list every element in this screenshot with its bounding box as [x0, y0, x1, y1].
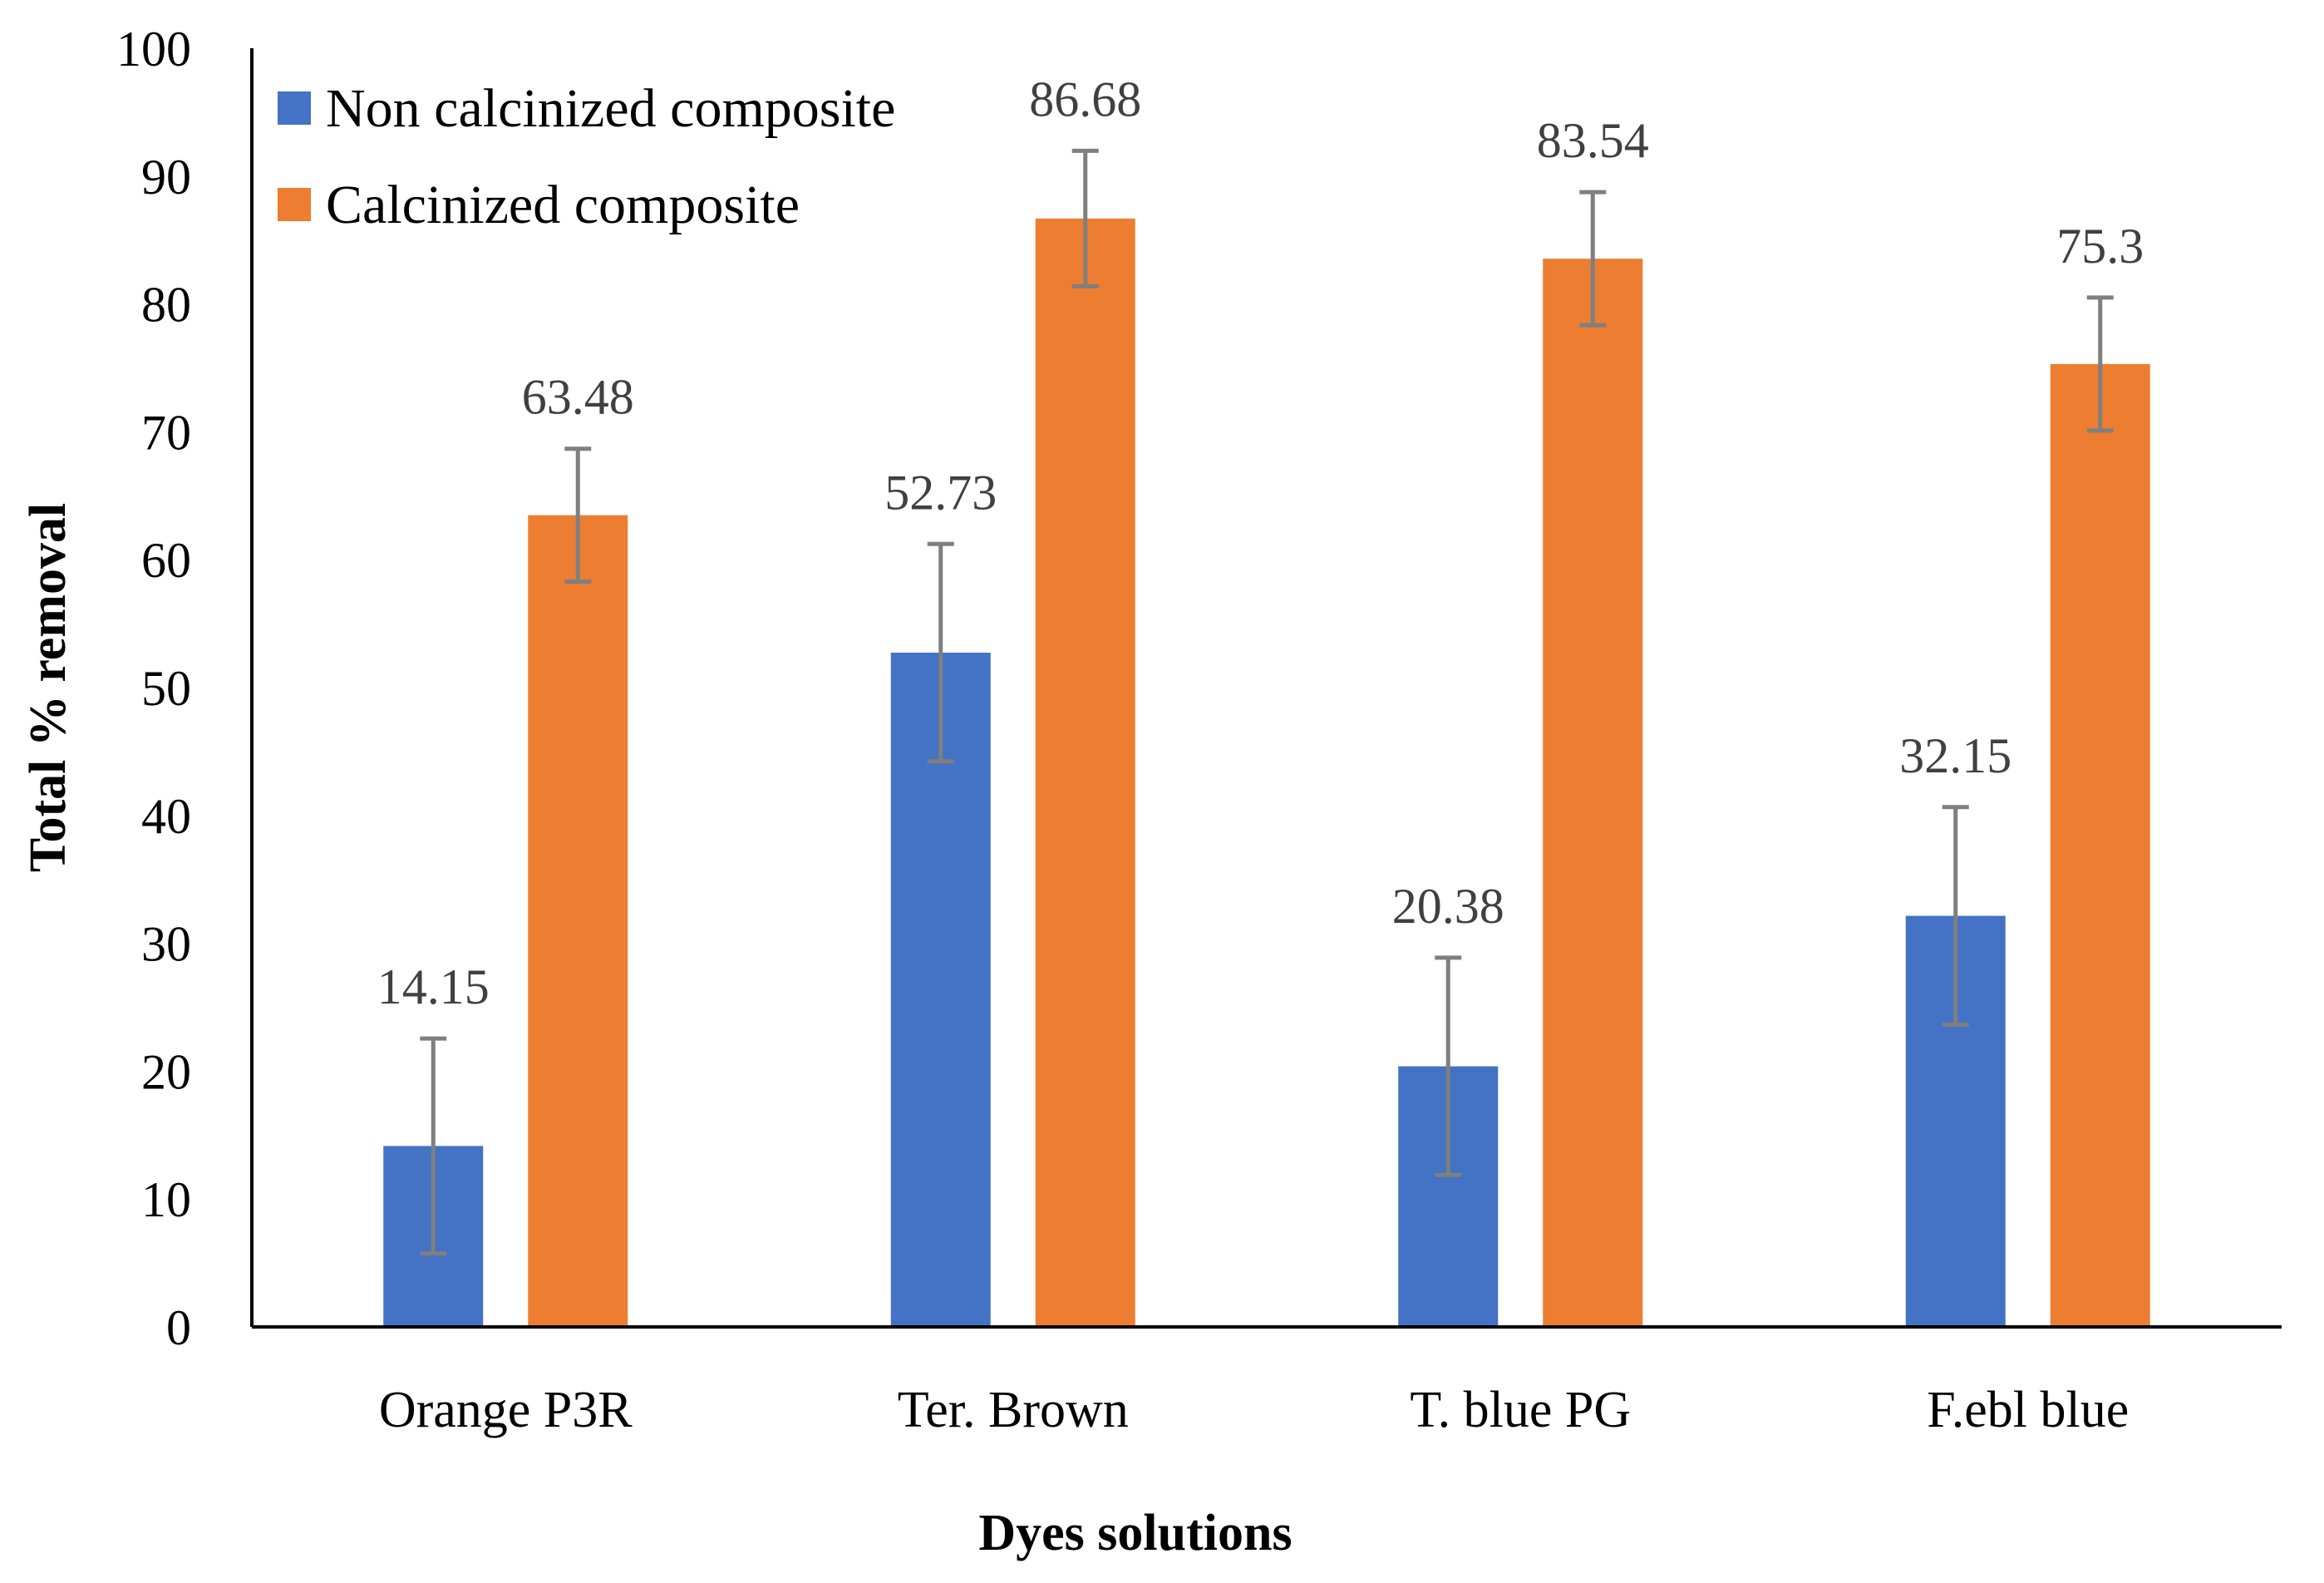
bars [383, 218, 2150, 1328]
bar-calcinized [1543, 259, 1643, 1327]
legend: Non calcinized composite Calcinized comp… [278, 78, 895, 235]
data-label: 86.68 [1029, 72, 1141, 126]
data-label: 83.54 [1537, 113, 1649, 168]
data-label: 63.48 [522, 370, 634, 425]
data-label: 20.38 [1392, 879, 1504, 934]
data-label: 52.73 [884, 465, 997, 520]
x-category-label: F.ebl blue [1927, 1382, 2129, 1438]
error-bar [1579, 190, 1607, 328]
error-bar [420, 1036, 447, 1256]
legend-swatch-non-calcinized [278, 91, 311, 125]
x-category-label: Orange P3R [379, 1382, 633, 1438]
y-axis-title: Total % removal [20, 503, 76, 872]
error-bar [564, 446, 592, 584]
error-bars [420, 148, 2114, 1256]
error-bar [1071, 148, 1099, 288]
y-tick-label: 50 [141, 661, 191, 716]
y-tick-label: 40 [141, 789, 191, 844]
y-tick-label: 60 [141, 533, 191, 588]
bar-calcinized [2050, 363, 2150, 1327]
data-labels: 14.15 63.48 52.73 86.68 20.38 83.54 32.15 75.3 [377, 72, 2144, 1014]
bar-calcinized [1035, 218, 1135, 1328]
bar-non-calcinized [890, 653, 991, 1327]
x-axis-categories: Orange P3R Ter. Brown T. blue PG F.ebl blue [379, 1382, 2129, 1438]
y-tick-label: 10 [141, 1172, 191, 1227]
legend-label-non-calcinized: Non calcinized composite [326, 78, 895, 139]
x-axis-title: Dyes solutions [978, 1505, 1292, 1561]
bar-calcinized [528, 515, 628, 1327]
y-tick-label: 90 [141, 150, 191, 205]
x-category-label: Ter. Brown [898, 1382, 1129, 1438]
legend-label-calcinized: Calcinized composite [326, 175, 800, 235]
legend-swatch-calcinized [278, 188, 311, 221]
x-category-label: T. blue PG [1410, 1382, 1631, 1438]
data-label: 14.15 [377, 959, 490, 1014]
y-tick-label: 70 [141, 405, 191, 460]
error-bar [1435, 955, 1462, 1177]
y-tick-label: 20 [141, 1044, 191, 1099]
y-tick-label: 80 [141, 278, 191, 333]
error-bar [927, 541, 954, 764]
y-axis-ticks: 0 10 20 30 40 50 60 70 80 90 100 [116, 22, 191, 1355]
error-bar [2086, 295, 2114, 433]
y-tick-label: 30 [141, 917, 191, 972]
data-label: 75.3 [2056, 219, 2144, 274]
y-tick-label: 100 [116, 22, 191, 76]
data-label: 32.15 [1899, 728, 2011, 783]
y-tick-label: 0 [166, 1300, 191, 1355]
error-bar [1942, 805, 1969, 1027]
